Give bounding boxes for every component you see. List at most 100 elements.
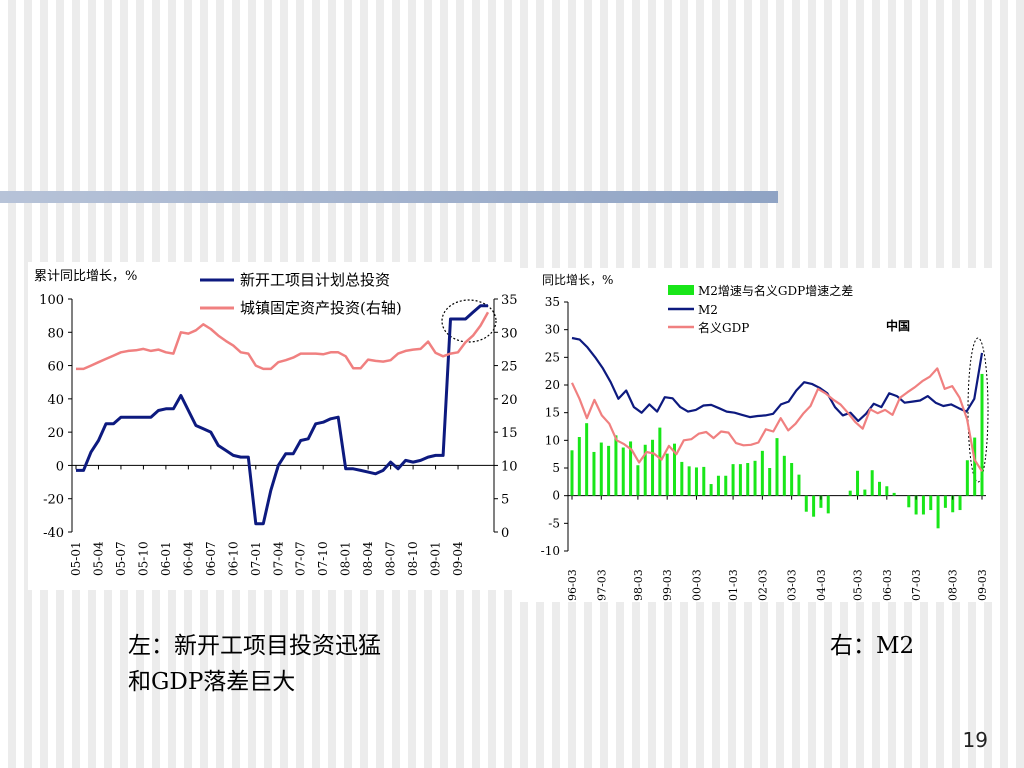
- highlight-ellipse: [967, 337, 989, 483]
- right-chart-bar: [716, 475, 720, 496]
- left-y-tick-label: 40: [47, 393, 64, 408]
- legend-label-m2: M2: [698, 303, 718, 317]
- right-chart-bar: [790, 463, 794, 496]
- right-chart-bar: [826, 495, 830, 514]
- right-y-tick-label: 25: [501, 360, 518, 375]
- right-chart-title: 中国: [886, 318, 910, 333]
- right-chart-bar: [951, 495, 955, 513]
- left-x-tick-label: 08-01: [339, 541, 353, 576]
- caption-right: 右：M2: [830, 633, 915, 659]
- right-chart-y-tick-label: 25: [545, 350, 560, 364]
- right-chart-bar: [921, 495, 925, 515]
- right-chart: 同比增长，% M2增速与名义GDP增速之差 M2 名义GDP 中国 -10 -5 0…: [541, 273, 989, 601]
- right-chart-x-tick-label: 05-03: [852, 569, 865, 601]
- left-y-tick-label: 0: [56, 459, 64, 474]
- left-x-tick-label: 07-04: [271, 541, 285, 576]
- right-chart-bar: [709, 484, 713, 496]
- right-chart-x-tick-label: 09-03: [976, 569, 989, 601]
- right-chart-bar: [702, 466, 706, 496]
- left-x-tick-label: 05-10: [136, 541, 150, 576]
- left-x-tick-label: 07-07: [294, 541, 308, 576]
- caption-left-line2: 和GDP落差巨大: [128, 669, 296, 695]
- right-chart-y-tick-label: -5: [548, 516, 560, 530]
- left-x-tick-label: 05-04: [91, 541, 105, 576]
- right-chart-bar: [870, 470, 874, 496]
- right-chart-bar: [687, 466, 691, 496]
- right-y-tick-label: 20: [501, 393, 518, 408]
- right-y-tick-label: 5: [501, 493, 509, 508]
- right-y-tick-label: 0: [501, 526, 509, 541]
- caption-left-line1: 左：新开工项目投资迅猛: [128, 633, 381, 659]
- right-chart-bar: [885, 486, 889, 496]
- right-chart-x-tick-label: 96-03: [566, 569, 579, 601]
- left-x-tick-label: 07-10: [316, 541, 330, 576]
- right-chart-bar: [570, 450, 574, 496]
- left-y-tick-label: 100: [39, 293, 64, 308]
- right-chart-bar: [738, 464, 742, 496]
- right-chart-x-tick-label: 02-03: [756, 569, 769, 601]
- right-chart-x-tick-label: 98-03: [632, 569, 645, 601]
- right-chart-bar: [768, 468, 772, 496]
- left-chart-legend: 新开工项目计划总投资 城镇固定资产投资(右轴): [200, 271, 402, 317]
- right-chart-bar: [863, 489, 867, 496]
- left-x-tick-label: 06-07: [204, 541, 218, 576]
- right-chart-y-tick-label: 0: [552, 489, 560, 503]
- right-chart-bar: [621, 447, 625, 496]
- right-chart-bar: [775, 438, 779, 496]
- left-series-line-1: [76, 304, 488, 526]
- right-chart-bar: [782, 455, 786, 496]
- right-chart-y-tick-label: 20: [545, 378, 560, 392]
- right-chart-plot: -10 -5 0 5 10 15 20 25 30 35 96-03 97-03 98-03 99-03 0…: [541, 295, 989, 601]
- highlight-circle: [441, 299, 497, 343]
- left-y-tick-label: 20: [47, 426, 64, 441]
- right-y-tick-label: 15: [501, 426, 518, 441]
- right-chart-x-tick-label: 97-03: [595, 569, 608, 601]
- left-chart: 累计同比增长，% 新开工项目计划总投资 城镇固定资产投资(右轴) -40 -20 0…: [34, 269, 518, 576]
- right-chart-bar: [892, 492, 896, 496]
- right-chart-bar: [914, 495, 918, 515]
- left-y-tick-label: 60: [47, 360, 64, 375]
- right-chart-bar: [936, 495, 940, 529]
- right-chart-bar: [943, 495, 947, 508]
- right-chart-x-tick-label: 07-03: [910, 569, 923, 601]
- right-chart-bar: [643, 444, 647, 496]
- left-chart-plot: -40 -20 0 20 40 60 80 100 0 5 10 15 20 25 30 35 05-01 05-…: [39, 293, 517, 576]
- right-chart-y-tick-label: 30: [545, 323, 560, 337]
- right-chart-x-tick-label: 00-03: [690, 569, 703, 601]
- caption-left: 左：新开工项目投资迅猛 和GDP落差巨大: [128, 628, 381, 700]
- right-chart-bar: [651, 439, 655, 496]
- right-chart-bar: [592, 451, 596, 496]
- left-chart-ylabel: 累计同比增长，%: [34, 269, 137, 284]
- right-chart-y-tick-label: 5: [552, 461, 560, 475]
- right-chart-bar: [973, 437, 977, 496]
- left-x-tick-label: 08-10: [406, 541, 420, 576]
- right-chart-bar: [673, 443, 676, 496]
- right-y-tick-label: 35: [501, 293, 518, 308]
- left-y-tick-label: -40: [43, 526, 64, 541]
- right-chart-x-tick-label: 08-03: [947, 569, 960, 601]
- right-chart-bar: [958, 495, 962, 511]
- right-chart-bar: [760, 450, 764, 496]
- left-x-tick-label: 05-01: [69, 541, 83, 576]
- right-chart-bar: [614, 435, 618, 496]
- right-chart-bar: [878, 481, 881, 496]
- left-y-tick-label: -20: [43, 493, 64, 508]
- right-chart-bar: [797, 474, 801, 496]
- right-chart-x-tick-label: 99-03: [661, 569, 674, 601]
- legend-label-gdp: 名义GDP: [698, 320, 749, 335]
- right-chart-x-tick-label: 01-03: [727, 569, 740, 601]
- right-chart-bar: [629, 441, 633, 496]
- right-chart-x-tick-label: 06-03: [881, 569, 894, 601]
- left-x-tick-label: 06-04: [181, 541, 195, 576]
- right-series-line-1: [571, 336, 984, 423]
- right-chart-bar: [731, 464, 735, 496]
- right-y-tick-label: 10: [501, 459, 518, 474]
- left-x-tick-label: 07-01: [249, 541, 263, 576]
- title-accent-bar: [0, 191, 778, 203]
- right-chart-bar: [680, 461, 684, 496]
- right-chart-ylabel: 同比增长，%: [542, 273, 613, 287]
- right-chart-bar: [907, 495, 911, 508]
- right-chart-y-tick-label: -10: [541, 544, 560, 558]
- left-x-tick-label: 05-07: [114, 541, 128, 576]
- legend-swatch-bar: [668, 285, 694, 295]
